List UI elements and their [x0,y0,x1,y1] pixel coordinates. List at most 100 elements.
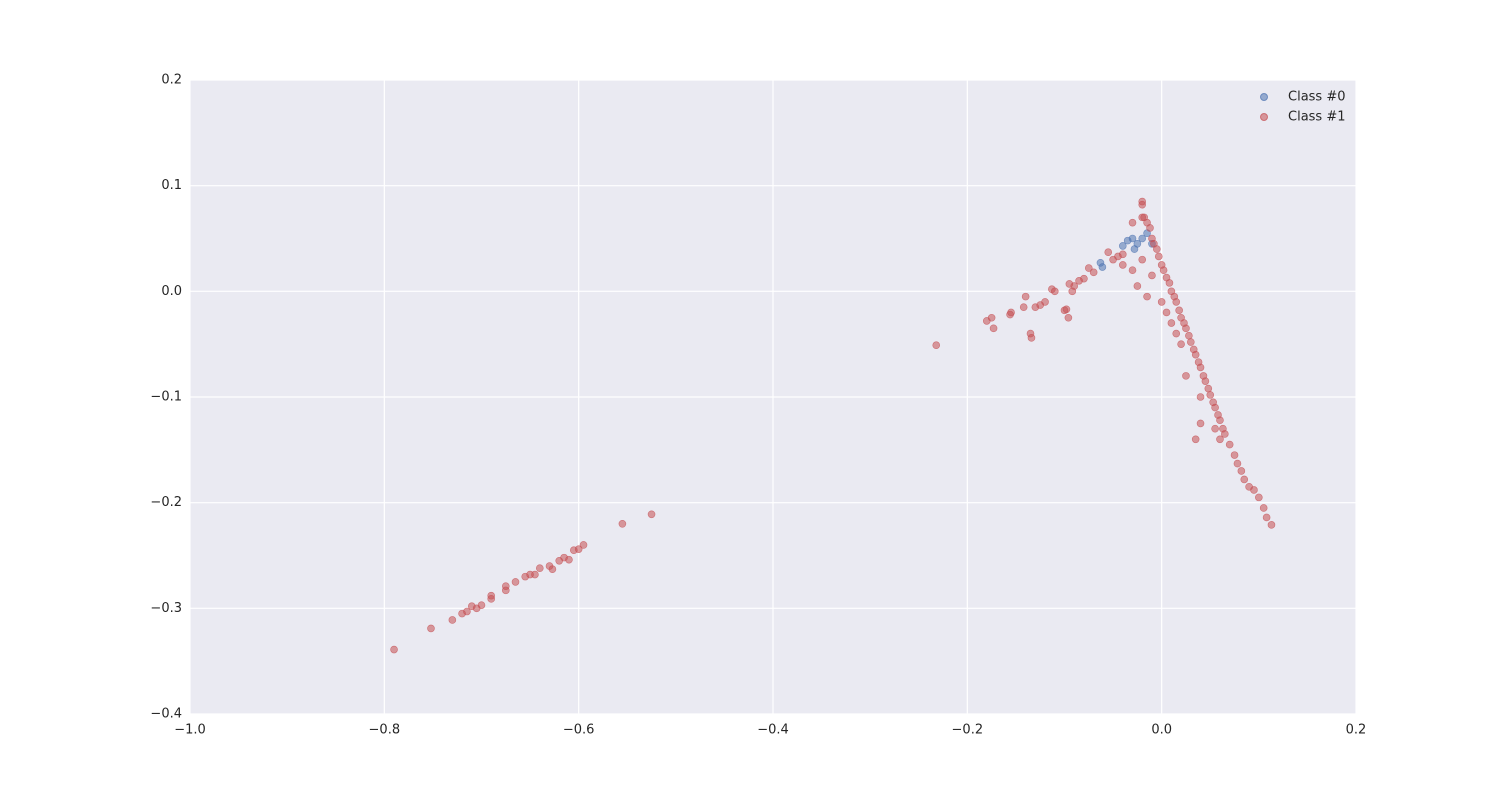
point [1259,504,1268,512]
point [1143,292,1151,301]
point [1098,263,1107,271]
x-tick-label: −0.8 [369,723,401,738]
point [1133,282,1142,290]
point [511,578,520,586]
x-tick-label: −0.6 [563,723,595,738]
point [448,616,457,624]
point [1068,287,1077,296]
point [1162,308,1171,317]
point [1130,245,1139,253]
point [574,545,583,553]
point [1146,224,1154,232]
point [989,324,998,333]
x-tick-label: 0.0 [1151,723,1172,738]
point [1196,363,1205,372]
point [1075,276,1083,285]
point [1138,200,1147,209]
point [1216,435,1224,444]
point [477,601,486,609]
point [1255,493,1263,502]
legend-label: Class #0 [1288,90,1346,105]
point [1019,303,1028,311]
point [1172,329,1181,338]
point [1262,513,1271,522]
point [1201,377,1210,385]
point [618,519,627,528]
point [1154,252,1163,261]
point [1138,234,1147,243]
point [1237,467,1246,475]
point [1064,313,1073,322]
point [1027,334,1036,342]
x-tick-label: −0.2 [952,723,984,738]
legend: Class #0 Class #1 [1260,90,1346,125]
point [1240,475,1249,484]
y-tick-label: −0.1 [150,390,182,405]
point [1196,393,1205,401]
point [427,624,435,633]
point [1084,264,1093,272]
point [1187,338,1195,346]
axes: −1.0 −0.8 −0.6 −0.4 −0.2 0.0 0.2 −0.4 −0.3 −0.2 −0… [150,73,1366,738]
x-tick-label: −0.4 [757,723,789,738]
point [1185,331,1193,340]
point [1128,234,1137,243]
point [1060,306,1069,315]
y-tick-label: −0.2 [150,495,182,510]
point [1165,279,1174,287]
point [647,510,656,519]
point [1104,248,1113,257]
y-tick-label: −0.3 [150,601,182,616]
point [1119,242,1127,250]
point [1128,266,1137,275]
y-tick-label: −0.4 [150,707,182,722]
point [1128,218,1137,227]
point [1159,266,1168,275]
point [1031,303,1040,311]
point [1175,306,1183,315]
point [932,341,941,350]
point [565,555,573,564]
point [1250,486,1258,494]
point [1204,384,1213,393]
point [1211,403,1219,412]
marks [390,197,1276,654]
point [1182,372,1190,380]
x-tick-label: 0.2 [1346,723,1367,738]
y-tick-label: 0.0 [161,284,182,299]
point [1196,419,1205,428]
point [1191,435,1200,444]
point [463,607,471,616]
point [1167,319,1176,327]
point [1157,298,1166,306]
point [535,564,544,572]
point [1119,261,1127,269]
point [1172,298,1181,306]
point [1267,521,1276,529]
point [501,582,510,590]
point [579,541,588,549]
y-tick-label: 0.1 [161,178,182,193]
point [1048,285,1056,294]
point [1089,268,1098,277]
series [390,197,1276,654]
point [1182,324,1190,333]
point [1138,255,1147,264]
legend-marker [1260,93,1268,101]
point [1216,416,1224,425]
point [1148,271,1156,280]
point [390,645,398,654]
y-tick-label: 0.2 [161,73,182,88]
point [487,591,496,600]
point [1065,280,1074,288]
grid [189,79,1357,715]
point [1153,245,1161,253]
legend-label: Class #1 [1288,110,1346,125]
legend-marker [1260,113,1268,121]
point [1138,213,1147,222]
point [982,317,991,325]
point [1230,451,1239,459]
point [531,570,539,579]
point [1177,340,1185,348]
